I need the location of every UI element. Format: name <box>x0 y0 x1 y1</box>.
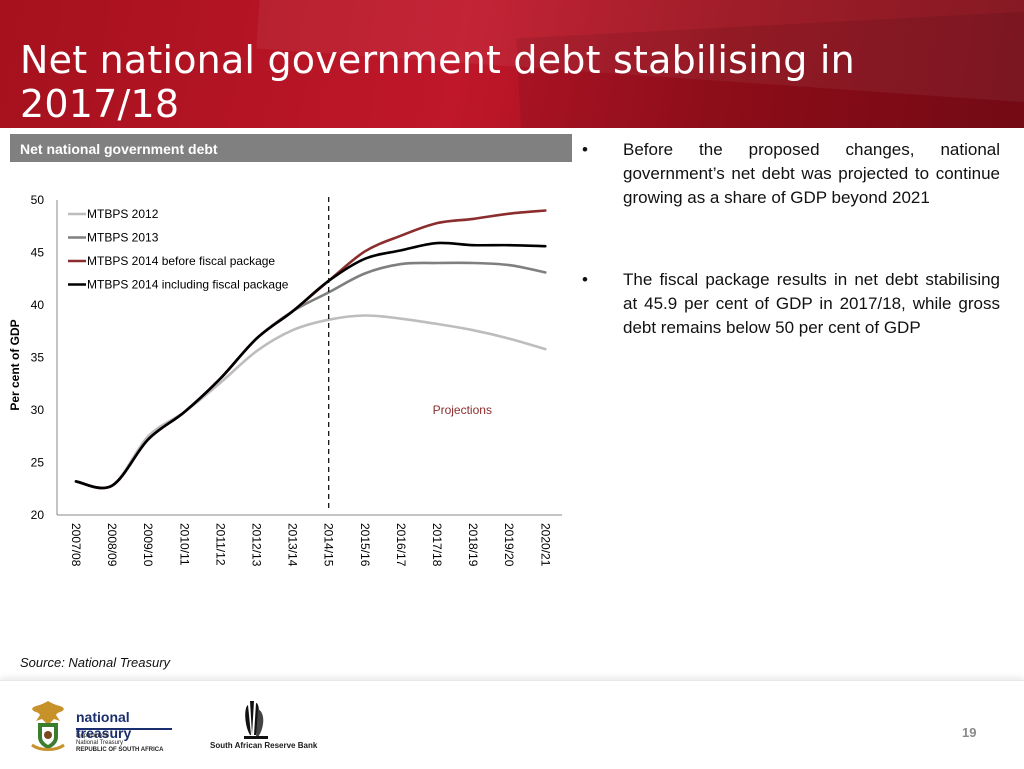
x-tick-label: 2012/13 <box>250 523 264 567</box>
legend-label: MTBPS 2014 including fiscal package <box>87 278 289 292</box>
department-name: National Treasury <box>76 740 124 746</box>
debt-line-chart: Per cent of GDP 20 25 30 35 40 45 50 2007/08 20… <box>8 193 562 567</box>
legend-label: MTBPS 2013 <box>87 231 159 245</box>
bullet-item: • Before the proposed changes, national … <box>580 138 1000 210</box>
x-tick-label: 2020/21 <box>538 523 552 567</box>
x-tick-label: 2008/09 <box>105 523 119 567</box>
x-tick-label: 2019/20 <box>502 523 516 567</box>
bullet-list: • Before the proposed changes, national … <box>580 138 1000 398</box>
reserve-bank-name: South African Reserve Bank <box>210 741 318 750</box>
page-number: 19 <box>962 725 977 740</box>
reserve-bank-emblem-icon <box>244 701 268 739</box>
x-tick-label: 2013/14 <box>286 523 300 567</box>
source-note: Source: National Treasury <box>20 655 171 670</box>
x-tick-label: 2018/19 <box>466 523 480 567</box>
bullet-marker: • <box>582 140 588 159</box>
x-tick-label: 2010/11 <box>177 523 191 566</box>
reserve-bank-logo: South African Reserve Bank <box>208 699 318 753</box>
bullet-item: • The fiscal package results in net debt… <box>580 268 1000 340</box>
y-tick-label: 50 <box>31 193 45 207</box>
series-line <box>74 209 547 490</box>
country-name: REPUBLIC OF SOUTH AFRICA <box>76 747 164 753</box>
divider <box>76 728 172 730</box>
title-banner: Net national government debt stabilising… <box>0 0 1024 128</box>
y-tick-label: 35 <box>31 351 45 365</box>
x-tick-label: 2017/18 <box>430 523 444 567</box>
department-label: Department: <box>76 733 110 739</box>
x-tick-label: 2016/17 <box>394 523 408 567</box>
bullet-text: Before the proposed changes, national go… <box>623 140 1000 207</box>
y-tick-label: 40 <box>31 298 45 312</box>
series-line <box>74 241 547 490</box>
legend-label: MTBPS 2014 before fiscal package <box>87 254 275 268</box>
y-tick-label: 30 <box>31 403 45 417</box>
footer: national treasury Department: National T… <box>0 680 1024 769</box>
y-axis-label: Per cent of GDP <box>8 319 22 410</box>
national-treasury-logo: national treasury Department: National T… <box>28 699 178 753</box>
x-tick-label: 2007/08 <box>69 523 83 567</box>
y-tick-label: 45 <box>31 246 45 260</box>
slide-title: Net national government debt stabilising… <box>20 38 855 126</box>
bullet-text: The fiscal package results in net debt s… <box>623 270 1000 337</box>
coat-of-arms-icon <box>31 701 65 751</box>
y-tick-label: 20 <box>31 508 45 522</box>
x-tick-label: 2014/15 <box>322 523 336 567</box>
series-line <box>74 314 547 490</box>
chart-header: Net national government debt <box>10 134 572 162</box>
x-tick-label: 2009/10 <box>141 523 155 567</box>
bullet-marker: • <box>582 270 588 289</box>
x-tick-label: 2011/12 <box>213 523 227 566</box>
projections-annotation: Projections <box>433 403 492 417</box>
y-tick-label: 25 <box>31 456 45 470</box>
x-tick-label: 2015/16 <box>358 523 372 567</box>
legend-label: MTBPS 2012 <box>87 207 159 221</box>
